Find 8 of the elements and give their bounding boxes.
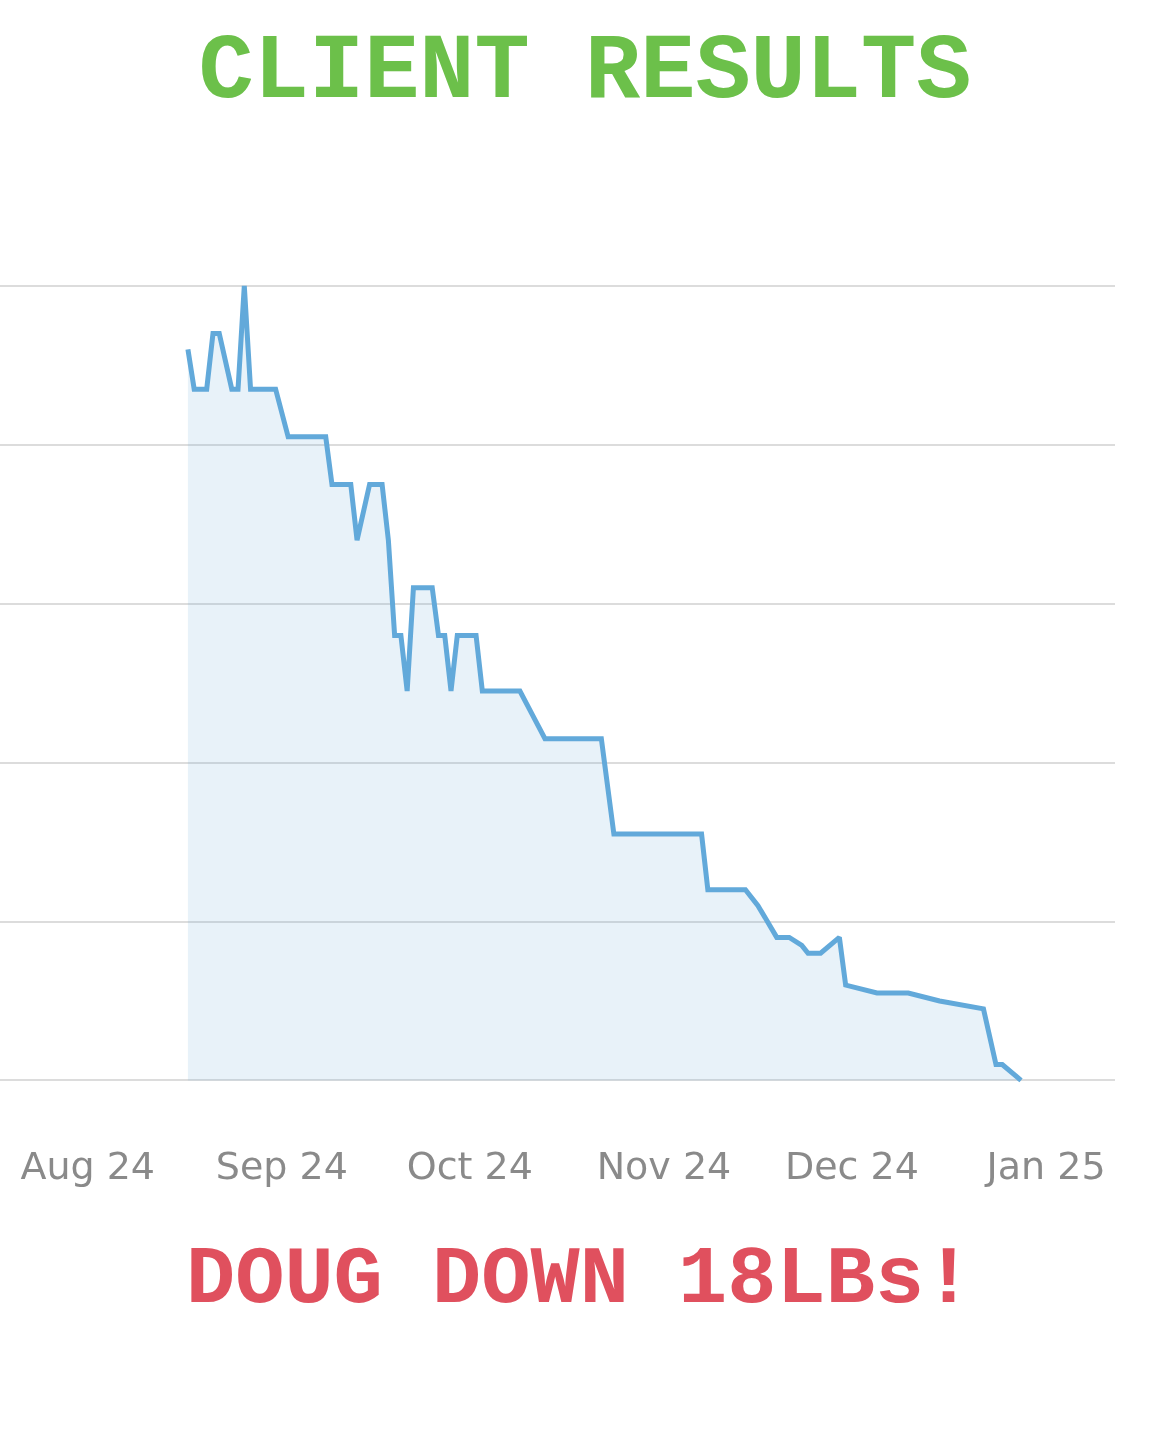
text: DOUG DOWN 18LBs!: [186, 1234, 974, 1327]
x-tick-label: Dec 24: [784, 1144, 919, 1188]
chart-title: CLIENT RESULTS: [198, 20, 972, 126]
x-tick-label: Oct 24: [406, 1144, 533, 1188]
x-tick-label: Nov 24: [596, 1144, 732, 1188]
x-tick-label: Jan 25: [984, 1144, 1106, 1188]
x-tick-label: Aug 24: [20, 1144, 156, 1188]
x-tick-label: Sep 24: [215, 1144, 348, 1188]
